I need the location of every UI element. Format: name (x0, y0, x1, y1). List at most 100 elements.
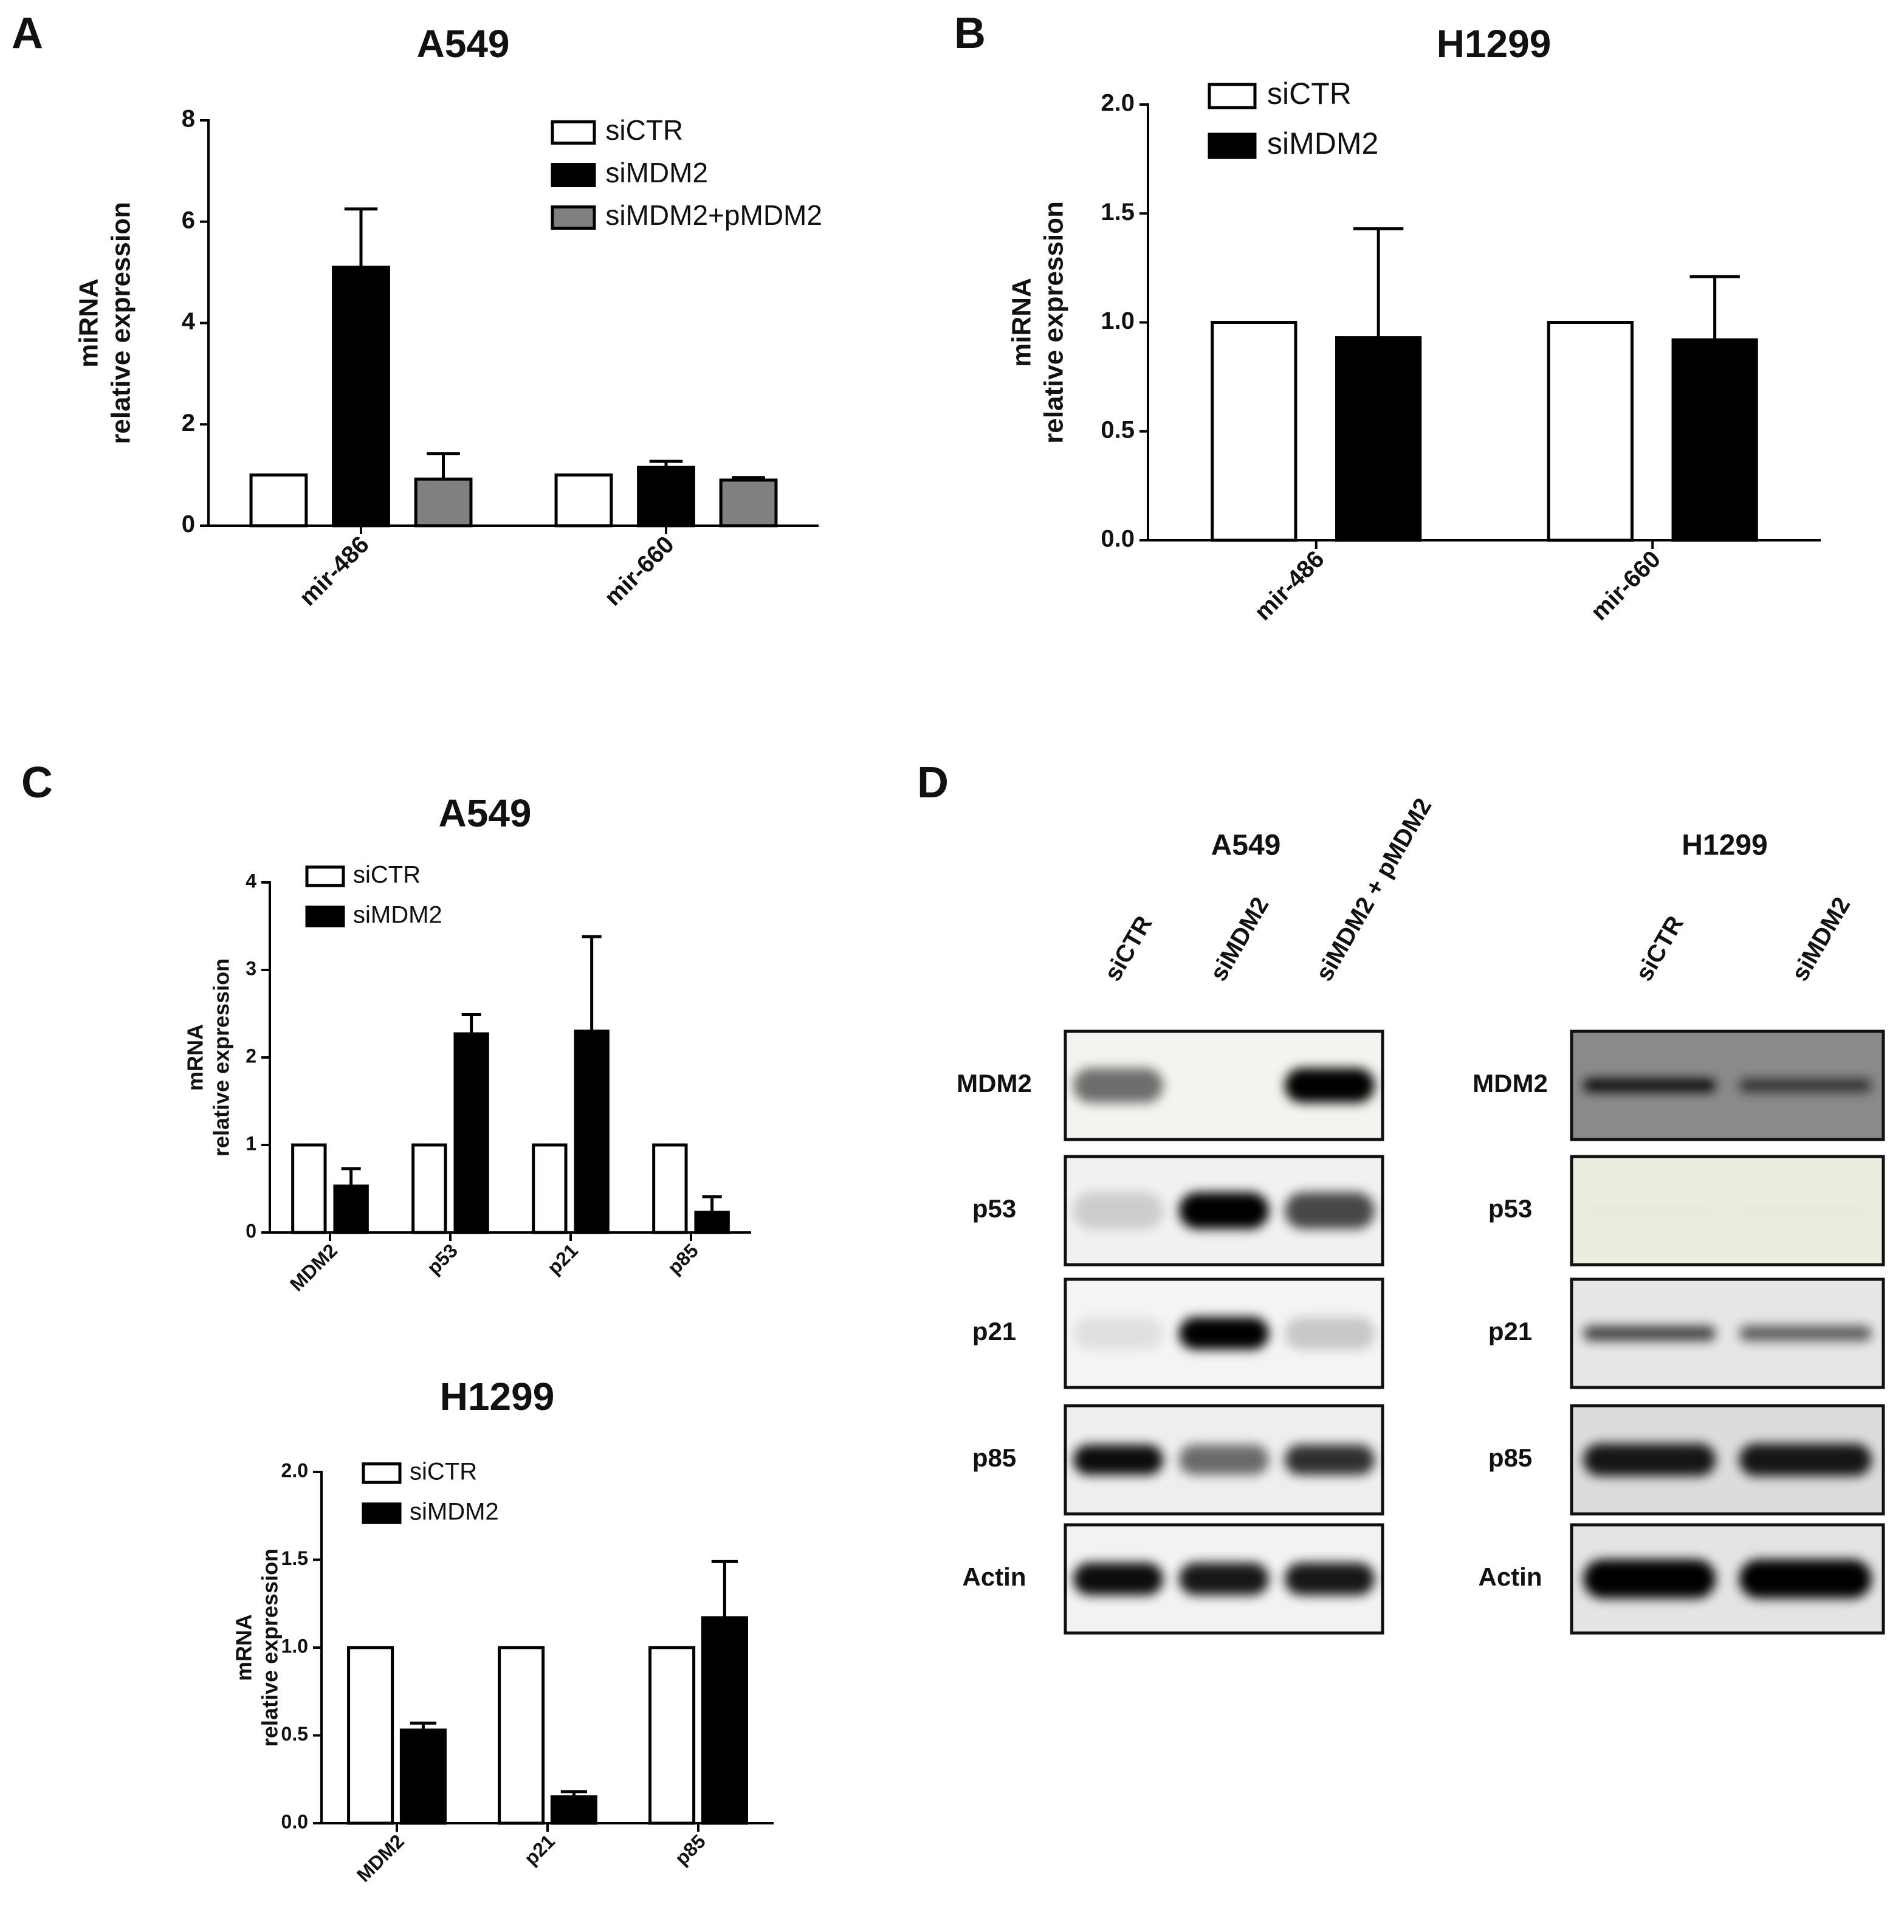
x-tick-label: p21 (543, 1239, 582, 1278)
x-tick-label: MDM2 (352, 1830, 408, 1886)
y-tick-label: 0.5 (281, 1723, 308, 1745)
row-label: p21 (1488, 1317, 1532, 1346)
y-tick-label: 1.0 (1101, 308, 1135, 334)
blot-band (1179, 1192, 1269, 1229)
legend-swatch (551, 120, 596, 145)
lane-label: siMDM2 (1205, 893, 1274, 986)
y-axis-label: miRNArelative expression (1006, 201, 1068, 444)
blot-band (1583, 1443, 1716, 1476)
bar (333, 1184, 369, 1234)
y-axis-label-line: relative expression (1039, 201, 1068, 444)
legend-label: siMDM2 (605, 157, 708, 188)
bar (453, 1032, 489, 1234)
y-tick-label: 0 (182, 511, 195, 538)
lane-label: siMDM2 (1787, 893, 1856, 986)
bar (648, 1646, 696, 1825)
bar (1335, 336, 1422, 542)
legend-label: siMDM2 (1267, 126, 1378, 160)
legend-swatch (551, 205, 596, 230)
row-label: p21 (972, 1317, 1016, 1346)
y-axis-label-line: relative expression (208, 958, 233, 1157)
legend-label: siCTR (605, 114, 683, 146)
y-axis-label: mRNArelative expression (182, 958, 233, 1157)
y-tick-label: 2.0 (1101, 90, 1135, 117)
error-bar (1353, 227, 1404, 338)
blot-band (1739, 1559, 1872, 1599)
blot-band (1739, 1208, 1872, 1212)
y-tick-label: 4 (182, 308, 196, 335)
blot-band (1583, 1559, 1716, 1599)
blot-band (1739, 1443, 1872, 1476)
y-tick-label: 2 (182, 410, 195, 436)
chart-title: A549 (439, 791, 532, 835)
bar (574, 1030, 610, 1234)
row-label: MDM2 (957, 1069, 1032, 1098)
error-bar (582, 935, 602, 1031)
panel-label: A (12, 9, 43, 58)
row-label: Actin (1479, 1562, 1542, 1591)
bar (550, 1795, 597, 1825)
error-bar (711, 1559, 738, 1618)
legend-label: siCTR (353, 862, 421, 889)
chart-title: H1299 (1437, 22, 1552, 66)
bar (719, 478, 778, 528)
legend-label: siMDM2 (410, 1499, 499, 1525)
legend-swatch (362, 1462, 402, 1484)
panel-label: D (917, 758, 949, 807)
x-tick-label: p53 (422, 1239, 461, 1278)
legend-swatch (305, 865, 345, 887)
blot-band (1583, 1208, 1716, 1212)
bar (411, 1143, 447, 1234)
blot-band (1583, 1325, 1716, 1341)
blot-title: A549 (1211, 830, 1281, 862)
bar (332, 266, 390, 528)
bar (637, 466, 695, 528)
y-tick-label: 1.5 (281, 1547, 308, 1569)
y-tick-label: 2.0 (281, 1459, 308, 1481)
blot-band (1179, 1445, 1269, 1475)
row-label: p85 (1488, 1443, 1532, 1472)
blot-band (1583, 1079, 1716, 1092)
x-tick-label: mir-486 (294, 531, 374, 611)
y-tick-label: 1.5 (1101, 199, 1135, 225)
legend-swatch (1208, 83, 1257, 109)
x-tick-label: MDM2 (286, 1239, 342, 1295)
panel-label: C (21, 758, 53, 807)
legend-swatch (551, 163, 596, 187)
legend-label: siCTR (410, 1459, 477, 1485)
legend-label: siCTR (1267, 77, 1352, 111)
chart-title: A549 (417, 22, 510, 66)
bar (701, 1616, 748, 1825)
row-label: MDM2 (1473, 1069, 1548, 1098)
blot-band (1739, 1325, 1872, 1341)
blot-band (1073, 1445, 1163, 1475)
chart-title: H1299 (440, 1375, 555, 1418)
blot-band (1285, 1192, 1375, 1229)
y-axis-label: miRNArelative expression (74, 202, 136, 444)
panel-label: B (954, 9, 986, 58)
blot-band (1285, 1562, 1375, 1595)
bar (652, 1143, 688, 1234)
bar (291, 1143, 327, 1234)
blot-band (1285, 1068, 1375, 1103)
x-tick-label: mir-660 (599, 531, 679, 611)
blot-band (1179, 1562, 1269, 1595)
lane-label: siCTR (1099, 912, 1158, 986)
bar (414, 477, 473, 528)
bar (399, 1728, 447, 1825)
y-tick-label: 2 (246, 1045, 256, 1067)
bar (498, 1646, 545, 1825)
bar (532, 1143, 568, 1234)
error-bar (461, 1012, 481, 1034)
x-tick-label: p21 (520, 1830, 558, 1869)
bar (694, 1211, 730, 1234)
y-tick-label: 4 (246, 870, 256, 892)
lane-label: siMDM2 + pMDM2 (1311, 794, 1437, 986)
blot-frame (1570, 1155, 1885, 1267)
legend-swatch (1208, 132, 1257, 159)
y-tick-label: 0.5 (1101, 416, 1135, 443)
bar (1671, 338, 1758, 542)
blot-band (1285, 1317, 1375, 1350)
